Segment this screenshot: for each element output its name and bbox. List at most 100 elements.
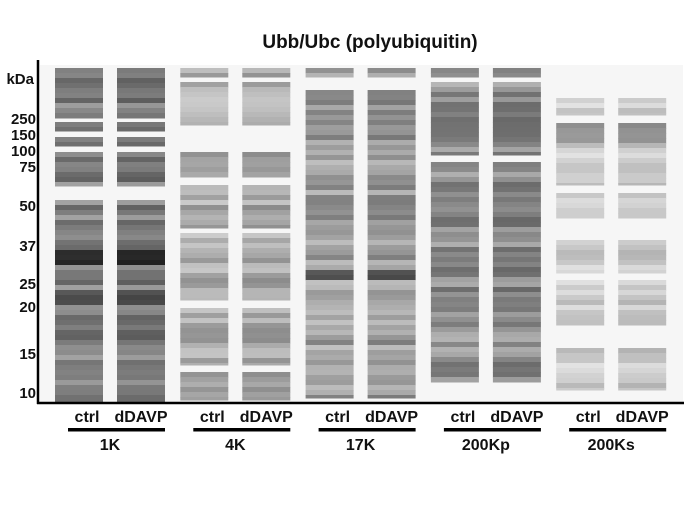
band	[492, 187, 541, 193]
lanes	[55, 68, 667, 404]
band	[618, 290, 667, 296]
band	[492, 82, 541, 88]
band	[556, 348, 605, 354]
band	[492, 347, 541, 353]
band	[556, 213, 605, 219]
band	[367, 370, 416, 376]
band	[556, 240, 605, 246]
band	[242, 112, 291, 118]
band	[618, 310, 667, 316]
band	[117, 172, 165, 178]
band	[618, 265, 667, 271]
band	[367, 225, 416, 231]
band	[117, 270, 165, 276]
band	[242, 68, 291, 74]
band	[305, 115, 354, 121]
band	[55, 370, 103, 376]
band	[117, 167, 165, 173]
band	[180, 238, 229, 244]
band	[305, 170, 354, 176]
band	[367, 305, 416, 311]
band	[430, 73, 479, 78]
band	[367, 330, 416, 336]
band	[117, 215, 165, 221]
band	[180, 397, 229, 401]
band	[305, 395, 354, 399]
band	[492, 202, 541, 208]
band	[367, 300, 416, 306]
band	[367, 95, 416, 101]
band	[430, 147, 479, 153]
band	[492, 237, 541, 243]
band	[367, 245, 416, 251]
band	[242, 333, 291, 339]
band	[117, 255, 165, 261]
band	[242, 358, 291, 364]
band	[492, 287, 541, 293]
kda-label: 100	[11, 143, 36, 160]
band	[117, 310, 165, 316]
band	[367, 140, 416, 146]
band	[492, 377, 541, 383]
band	[367, 145, 416, 151]
band	[117, 220, 165, 226]
band	[117, 370, 165, 376]
band	[242, 353, 291, 359]
band	[242, 392, 291, 398]
band	[367, 365, 416, 371]
band	[492, 327, 541, 333]
band	[117, 73, 165, 79]
band	[556, 128, 605, 134]
band	[305, 150, 354, 156]
band	[305, 185, 354, 191]
band	[492, 117, 541, 123]
band	[492, 232, 541, 238]
band	[492, 222, 541, 228]
band	[618, 173, 667, 179]
band	[55, 172, 103, 178]
band	[242, 248, 291, 254]
group-underline	[68, 428, 165, 432]
band	[55, 103, 103, 109]
band	[618, 213, 667, 219]
band	[55, 325, 103, 331]
band	[242, 243, 291, 249]
band	[618, 128, 667, 134]
band	[430, 257, 479, 263]
band	[618, 103, 667, 109]
band	[618, 108, 667, 114]
band	[492, 277, 541, 283]
band	[117, 320, 165, 326]
band	[430, 362, 479, 368]
band	[180, 82, 229, 88]
band	[430, 212, 479, 218]
band	[242, 157, 291, 163]
band	[55, 225, 103, 231]
band	[242, 278, 291, 284]
band	[180, 107, 229, 113]
band	[430, 327, 479, 333]
band	[305, 175, 354, 181]
kda-label: 37	[19, 238, 36, 255]
band	[55, 350, 103, 356]
band	[242, 258, 291, 264]
band	[430, 107, 479, 113]
band	[367, 320, 416, 326]
group-label: 200Kp	[462, 437, 510, 454]
kda-label: 25	[19, 276, 36, 293]
band	[492, 207, 541, 213]
band	[430, 177, 479, 183]
band	[430, 242, 479, 248]
band	[55, 245, 103, 251]
band	[430, 222, 479, 228]
band	[556, 203, 605, 209]
band	[305, 220, 354, 226]
band	[180, 328, 229, 334]
band	[305, 305, 354, 311]
group-underline	[193, 428, 291, 432]
band	[242, 238, 291, 244]
band	[367, 110, 416, 116]
band	[556, 320, 605, 326]
band	[430, 297, 479, 303]
